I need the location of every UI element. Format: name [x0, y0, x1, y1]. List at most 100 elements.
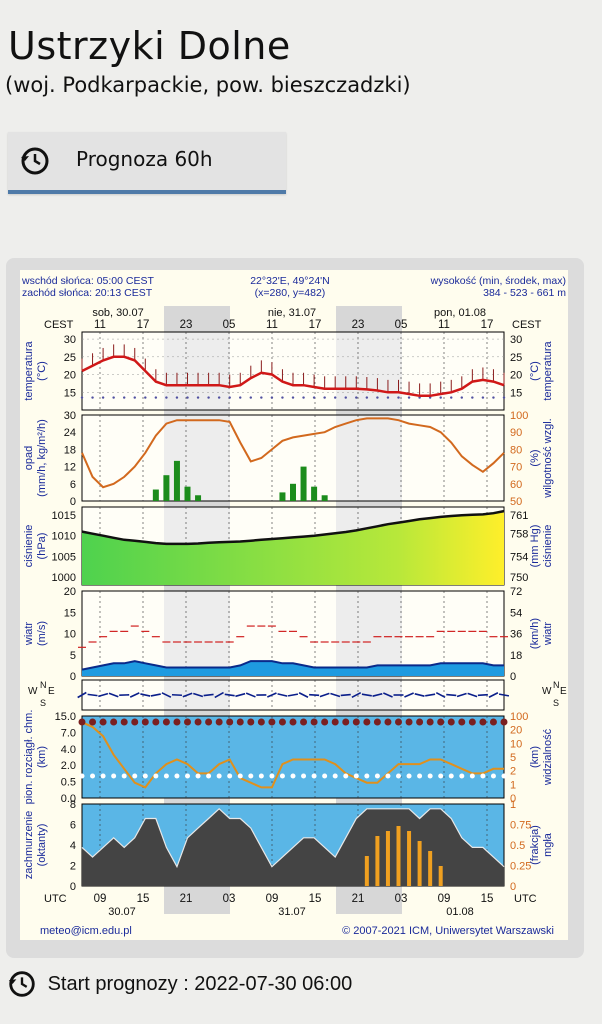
dewpoint-dot [207, 396, 210, 399]
cloud-base-dot [100, 773, 106, 779]
humidity-tick: 70 [510, 462, 522, 474]
cloud-tick: 2 [70, 861, 76, 873]
precip-tick: 30 [64, 410, 76, 422]
page-subtitle: (woj. Podkarpackie, pow. bieszczadzki) [5, 73, 411, 97]
axis-unit: (km) [36, 746, 48, 768]
pressure-tick-right: 758 [510, 529, 528, 541]
cloud-base-dot [332, 773, 338, 779]
wind-arrow [414, 693, 425, 697]
fog-tick: 0.75 [510, 820, 531, 832]
cloud-top-dot [131, 718, 139, 726]
axis-unit: (hPa) [36, 533, 48, 560]
cloud-top-dot [78, 718, 86, 726]
cloud-top-dot [447, 718, 455, 726]
hour-label-bottom: 03 [223, 893, 236, 905]
cloud-base-dot [438, 773, 444, 779]
cloud-extent-tick: 2.0 [61, 760, 76, 772]
cloud-base-dot [248, 773, 254, 779]
humidity-tick: 80 [510, 444, 522, 456]
temp-tick-left: 30 [64, 334, 76, 346]
visibility-tick: 1 [510, 779, 516, 791]
tab-forecast-60h[interactable]: Prognoza 60h [8, 132, 286, 194]
hour-label-bottom: 09 [438, 893, 451, 905]
wind-arrow [351, 691, 362, 699]
wind-arrow [267, 692, 277, 698]
axis-unit: ciśnienie [542, 525, 554, 568]
footer-copyright: © 2007-2021 ICM, Uniwersytet Warszawski [342, 925, 554, 937]
temp-tick-left: 25 [64, 352, 76, 364]
cloud-base-dot [227, 773, 233, 779]
dewpoint-dot [144, 396, 147, 399]
hour-label-top: 11 [266, 319, 278, 331]
cloud-top-dot [300, 718, 308, 726]
precip-bar [184, 486, 191, 501]
dewpoint-dot [270, 396, 274, 399]
cloud-extent-tick: 15.0 [55, 711, 76, 723]
axis-unit: mgła [542, 832, 554, 857]
fog-bar [407, 831, 412, 886]
axis-label: (%) [529, 449, 541, 466]
cloud-base-dot [448, 773, 454, 779]
day-label-top: nie, 31.07 [268, 307, 316, 319]
dewpoint-dot [334, 396, 337, 399]
dewpoint-dot [186, 396, 189, 399]
dir-e: E [560, 686, 567, 697]
cloud-top-dot [205, 718, 213, 726]
hour-label-bottom: 21 [180, 893, 193, 905]
precip-tick: 6 [70, 479, 76, 491]
wind-tick-right: 54 [510, 607, 522, 619]
dewpoint-dot [376, 396, 379, 399]
cloud-top-dot [363, 718, 371, 726]
precip-bar [300, 466, 307, 501]
cloud-base-dot [90, 773, 96, 779]
day-label-bottom: 31.07 [278, 906, 306, 918]
fog-bar [428, 851, 433, 886]
hour-label-bottom: 09 [94, 893, 107, 905]
dewpoint-dot [123, 396, 126, 399]
cloud-base-dot [290, 773, 296, 779]
cloud-extent-tick: 0.0 [61, 793, 76, 805]
axis-label: wiatr [23, 622, 35, 647]
axis-label: (°C) [529, 361, 541, 381]
tz-top-right: CEST [512, 319, 542, 331]
hour-label-top: 17 [137, 319, 150, 331]
wind-arrow [309, 693, 320, 697]
cloud-top-dot [257, 718, 265, 726]
dir-s: S [40, 698, 46, 708]
visibility-tick: 100 [510, 711, 528, 723]
wind-tick-left: 15 [64, 607, 76, 619]
fog-bar [375, 836, 380, 886]
cloud-base-dot [111, 773, 117, 779]
elevation-label: wysokość (min, środek, max) [430, 275, 566, 287]
wind-arrow [435, 691, 446, 699]
visibility-panel [81, 715, 505, 799]
cloud-base-dot [301, 773, 307, 779]
dewpoint-dot [344, 396, 347, 399]
wind-tick-left: 0 [70, 671, 76, 683]
day-label-top: pon, 01.08 [434, 307, 486, 319]
wind-arrow [425, 693, 436, 697]
dewpoint-dot [355, 396, 358, 399]
cloud-top-dot [289, 718, 297, 726]
precip-bar [173, 460, 180, 501]
cloud-top-dot [384, 718, 392, 726]
cloud-base-dot [459, 773, 465, 779]
wind-arrow [235, 692, 246, 698]
cloud-top-dot [162, 718, 170, 726]
cloud-base-dot [269, 773, 275, 779]
pressure-line [81, 509, 505, 546]
cloud-top-dot [426, 718, 434, 726]
cloud-top-dot [141, 718, 149, 726]
temp-tick-right: 15 [510, 387, 522, 399]
axis-label: pion. rozciągł. chm. [23, 710, 35, 805]
cloud-base-dot [237, 773, 243, 779]
cloud-base-dot [195, 773, 201, 779]
hour-label-bottom: 03 [395, 893, 408, 905]
cloud-base-dot [216, 773, 222, 779]
cloud-base-dot [206, 773, 212, 779]
wind-arrow [214, 691, 224, 699]
fog-tick: 0 [510, 881, 516, 893]
dewpoint-dot [397, 396, 400, 399]
dewpoint-dot [228, 396, 231, 399]
dewpoint-dot [291, 396, 295, 399]
